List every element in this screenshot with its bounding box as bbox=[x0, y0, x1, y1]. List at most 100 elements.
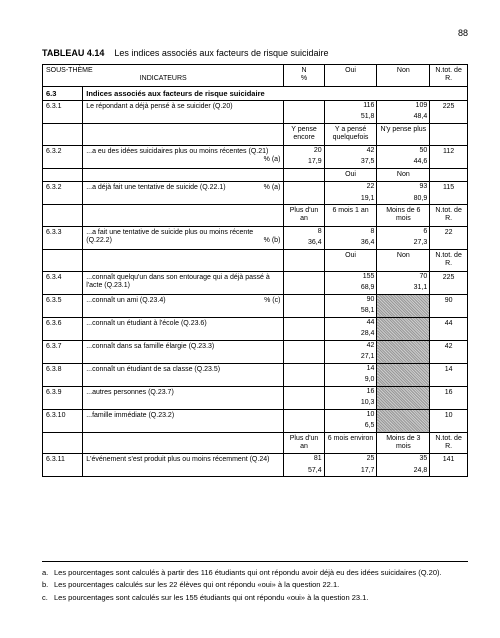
cell: 10 bbox=[430, 409, 468, 432]
footnote-c: Les pourcentages sont calculés sur les 1… bbox=[54, 593, 368, 602]
row-num: 6.3.2 bbox=[43, 181, 83, 204]
cell: 27,3 bbox=[414, 239, 428, 247]
footnote-label: a. bbox=[42, 568, 54, 578]
subhead: N.tot. de R. bbox=[430, 432, 468, 454]
row-num: 6.3.5 bbox=[43, 294, 83, 317]
cell: 20 bbox=[314, 147, 322, 155]
subhead: Oui bbox=[324, 168, 377, 181]
row-note: % (a) bbox=[264, 184, 281, 192]
header-indicateurs: INDICATEURS bbox=[46, 75, 280, 83]
cell: 6,5 bbox=[365, 422, 375, 430]
cell: 28,4 bbox=[361, 330, 375, 338]
section-num: 6.3 bbox=[43, 86, 83, 100]
cell: 57,4 bbox=[308, 467, 322, 475]
hatched-cell bbox=[377, 363, 430, 386]
cell: 44,6 bbox=[414, 158, 428, 166]
footnote-label: c. bbox=[42, 593, 54, 603]
cell: 51,8 bbox=[361, 113, 375, 121]
row-num: 6.3.7 bbox=[43, 340, 83, 363]
cell: 50 bbox=[419, 147, 427, 155]
cell: 8 bbox=[371, 228, 375, 236]
cell: 68,9 bbox=[361, 284, 375, 292]
header-sous-theme: SOUS-THÈME bbox=[46, 67, 93, 74]
row-label: ...a eu des idées suicidaires plus ou mo… bbox=[86, 148, 268, 155]
cell: 93 bbox=[419, 183, 427, 191]
cell: 22 bbox=[430, 226, 468, 249]
row-label: ...a fait une tentative de suicide plus … bbox=[86, 229, 253, 244]
subhead: 6 mois 1 an bbox=[324, 204, 377, 226]
row-label: ...famille immédiate (Q.23.2) bbox=[83, 409, 284, 432]
subhead: Plus d'un an bbox=[284, 432, 324, 454]
subhead: N'y pense plus bbox=[377, 123, 430, 145]
cell: 44 bbox=[430, 317, 468, 340]
cell: 80,9 bbox=[414, 195, 428, 203]
cell: 225 bbox=[430, 100, 468, 123]
hatched-cell bbox=[377, 386, 430, 409]
row-label: ...connaît un ami (Q.23.4) bbox=[86, 297, 165, 304]
subhead: 6 mois environ bbox=[324, 432, 377, 454]
cell: 112 bbox=[430, 145, 468, 168]
cell: 16 bbox=[367, 388, 375, 396]
cell: 25 bbox=[367, 455, 375, 463]
row-label: ...autres personnes (Q.23.7) bbox=[83, 386, 284, 409]
cell: 141 bbox=[430, 454, 468, 477]
subhead: Plus d'un an bbox=[284, 204, 324, 226]
header-pct: % bbox=[287, 75, 320, 83]
cell: 109 bbox=[416, 102, 428, 110]
hatched-cell bbox=[377, 340, 430, 363]
cell: 48,4 bbox=[414, 113, 428, 121]
row-label: ...connaît un étudiant à l'école (Q.23.6… bbox=[83, 317, 284, 340]
cell: 10,3 bbox=[361, 399, 375, 407]
cell: 115 bbox=[430, 181, 468, 204]
footnotes: a.Les pourcentages sont calculés à parti… bbox=[42, 561, 468, 602]
cell: 58,1 bbox=[361, 307, 375, 315]
page-number: 88 bbox=[42, 28, 468, 38]
footnote-label: b. bbox=[42, 580, 54, 590]
subhead: Y pense encore bbox=[284, 123, 324, 145]
cell: 17,7 bbox=[361, 467, 375, 475]
cell: 155 bbox=[363, 273, 375, 281]
subhead: Non bbox=[377, 249, 430, 271]
row-num: 6.3.2 bbox=[43, 145, 83, 168]
cell: 31,1 bbox=[414, 284, 428, 292]
row-num: 6.3.9 bbox=[43, 386, 83, 409]
row-note: % (a) bbox=[264, 156, 281, 164]
cell: 9,0 bbox=[365, 376, 375, 384]
cell: 19,1 bbox=[361, 195, 375, 203]
subhead: Y a pensé quelquefois bbox=[324, 123, 377, 145]
table-label: TABLEAU 4.14 bbox=[42, 48, 104, 58]
cell: 24,8 bbox=[414, 467, 428, 475]
row-num: 6.3.6 bbox=[43, 317, 83, 340]
cell: 22 bbox=[367, 183, 375, 191]
table-caption: Les indices associés aux facteurs de ris… bbox=[114, 48, 328, 58]
cell: 44 bbox=[367, 319, 375, 327]
cell: 70 bbox=[419, 273, 427, 281]
hatched-cell bbox=[377, 317, 430, 340]
subhead: Oui bbox=[324, 249, 377, 271]
cell: 42 bbox=[430, 340, 468, 363]
footnote-a: Les pourcentages sont calculés à partir … bbox=[54, 568, 442, 577]
cell: 42 bbox=[367, 342, 375, 350]
row-num: 6.3.4 bbox=[43, 271, 83, 294]
row-num: 6.3.11 bbox=[43, 454, 83, 477]
row-num: 6.3.8 bbox=[43, 363, 83, 386]
cell: 14 bbox=[430, 363, 468, 386]
cell: 116 bbox=[363, 102, 374, 110]
header-oui: Oui bbox=[324, 65, 377, 87]
row-label: ...connaît un étudiant de sa classe (Q.2… bbox=[83, 363, 284, 386]
row-label: ...a déjà fait une tentative de suicide … bbox=[86, 184, 225, 191]
cell: 90 bbox=[430, 294, 468, 317]
subhead: Moins de 3 mois bbox=[377, 432, 430, 454]
row-label: ...connaît dans sa famille élargie (Q.23… bbox=[83, 340, 284, 363]
cell: 36,4 bbox=[308, 239, 322, 247]
subhead: Moins de 6 mois bbox=[377, 204, 430, 226]
cell: 8 bbox=[318, 228, 322, 236]
cell: 37,5 bbox=[361, 158, 375, 166]
row-note: % (b) bbox=[264, 237, 281, 245]
row-num: 6.3.10 bbox=[43, 409, 83, 432]
cell: 27,1 bbox=[361, 353, 375, 361]
header-ntot: N.tot. de R. bbox=[430, 65, 468, 87]
hatched-cell bbox=[377, 294, 430, 317]
cell: 35 bbox=[419, 455, 427, 463]
subhead: Non bbox=[377, 168, 430, 181]
